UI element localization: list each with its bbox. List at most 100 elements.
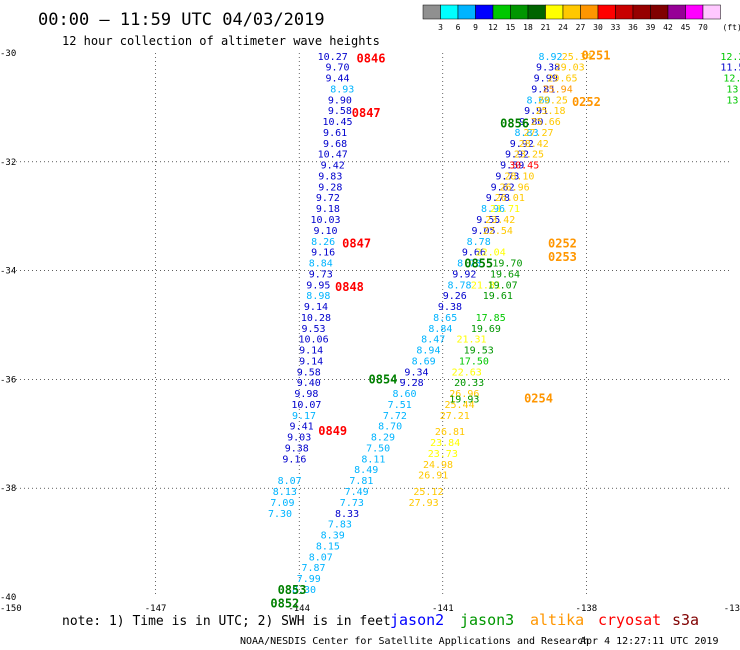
wave-height-value: 27.27 [523, 128, 553, 139]
wave-height-value: 29.03 [555, 63, 585, 74]
pass-time-label: 0856 [500, 117, 529, 131]
wave-height-value: 25.12 [413, 487, 443, 498]
wave-height-value: 9.73 [309, 269, 333, 280]
wave-height-value: 30.45 [509, 161, 539, 172]
wave-height-value: 9.18 [316, 204, 340, 215]
colorbar: 3 6 9 12 15 18 21 24 27 30 33 36 39 42 45 70 (ft) [422, 4, 740, 32]
colorbar-tick-label: 15 [506, 23, 516, 32]
x-tick-label: -144 [288, 604, 310, 614]
pass-time-label: 0254 [524, 391, 553, 405]
wave-height-value: 8.60 [392, 389, 416, 400]
wave-height-value: 9.80 [519, 117, 543, 128]
wave-height-value: 21.31 [456, 335, 486, 346]
wave-height-value: 27.21 [440, 411, 470, 422]
colorbar-unit: (ft) [723, 23, 740, 32]
colorbar-swatch [685, 4, 704, 20]
colorbar-tick-label: 45 [681, 23, 691, 32]
legend-item-s3a: s3a [672, 611, 699, 629]
wave-height-value: 28.10 [504, 171, 534, 182]
wave-height-value: 9.14 [299, 356, 323, 367]
wave-height-value: 22.04 [476, 248, 506, 259]
chart-subtitle: 12 hour collection of altimeter wave hei… [62, 34, 380, 48]
legend-item-altika: altika [530, 611, 584, 629]
colorbar-swatch [440, 4, 459, 20]
wave-height-value: 9.92 [452, 269, 476, 280]
wave-height-value: 8.73 [457, 259, 481, 270]
wave-height-value: 10.06 [299, 335, 329, 346]
colorbar-tick-label: 70 [698, 23, 708, 32]
wave-height-value: 9.14 [299, 346, 323, 357]
wave-height-value: 8.11 [361, 454, 385, 465]
note-text: note: 1) Time is in UTC; 2) SWH is in fe… [62, 614, 391, 629]
colorbar-tick-label: 30 [593, 23, 603, 32]
colorbar-swatch [545, 4, 564, 20]
wave-height-value: 9.72 [316, 193, 340, 204]
wave-height-value: 8.07 [278, 476, 302, 487]
wave-height-value: 9.95 [306, 280, 330, 291]
axis-ticks: -30 -32 -34 -36 -38 -40-150 -147 -144 -141 -138 -1… [0, 49, 740, 614]
pass-time-label: 0252 [572, 95, 601, 109]
x-tick-label: -138 [576, 604, 598, 614]
colorbar-swatch [527, 4, 546, 20]
wave-height-value: 10.07 [291, 400, 321, 411]
wave-height-value: 19.61 [483, 291, 513, 302]
wave-height-value: 9.10 [313, 226, 337, 237]
wave-height-value: 10.47 [318, 150, 348, 161]
colorbar-swatch [650, 4, 669, 20]
wave-height-value: 9.14 [304, 302, 328, 313]
wave-height-value: 7.72 [383, 411, 407, 422]
wave-height-value: 9.16 [311, 248, 335, 259]
wave-height-value: 9.53 [302, 324, 326, 335]
colorbar-swatch [422, 4, 441, 20]
wave-height-value: 9.05 [471, 226, 495, 237]
wave-height-value: 25.94 [543, 84, 573, 95]
pass-time-label: 0854 [369, 372, 398, 386]
wave-height-value: 8.29 [371, 433, 395, 444]
colorbar-swatch [702, 4, 721, 20]
colorbar-tick-label: 12 [488, 23, 498, 32]
wave-height-value: 9.58 [297, 367, 321, 378]
wave-height-value: 29.25 [538, 95, 568, 106]
wave-height-value: 21.71 [490, 204, 520, 215]
pass-time-label: 0852 [270, 597, 299, 611]
wave-height-value: 9.58 [328, 106, 352, 117]
wave-height-value: 25.44 [444, 400, 474, 411]
wave-height-value: 7.73 [340, 498, 364, 509]
wave-height-value: 8.70 [378, 422, 402, 433]
wave-height-value: 25.18 [535, 106, 565, 117]
wave-height-value: 23.25 [514, 150, 544, 161]
colorbar-swatch [667, 4, 686, 20]
legend-item-jason2: jason2 [390, 611, 444, 629]
wave-height-value: 8.96 [481, 204, 505, 215]
wave-height-value: 8.78 [467, 237, 491, 248]
wave-height-value: 9.70 [325, 63, 349, 74]
wave-height-value: 7.51 [388, 400, 412, 411]
x-tick-label: -147 [145, 604, 167, 614]
wave-height-value: 8.30 [292, 585, 316, 596]
y-tick-label: -36 [0, 375, 16, 385]
wave-height-value: 23.73 [428, 449, 458, 460]
wave-height-value: 9.55 [476, 215, 500, 226]
footer-credit: NOAA/NESDIS Center for Satellite Applica… [240, 636, 589, 647]
wave-height-value: 10.28 [301, 313, 331, 324]
wave-height-value: 9.61 [323, 128, 347, 139]
wave-height-value: 22.54 [483, 226, 513, 237]
colorbar-tick-label: 33 [611, 23, 621, 32]
footer-timestamp: Apr 4 12:27:11 UTC 2019 [580, 636, 718, 647]
wave-height-value: 11.5 [720, 63, 740, 74]
y-tick-label: -30 [0, 49, 16, 59]
wave-height-value: 26.81 [435, 427, 465, 438]
pass-time-label: 0847 [352, 106, 381, 120]
wave-height-value: 8.98 [306, 291, 330, 302]
pass-time-label: 0855 [464, 257, 493, 271]
wave-height-value: 7.99 [297, 574, 321, 585]
colorbar-tick-label: 9 [473, 23, 478, 32]
wave-height-value: 13 [726, 84, 738, 95]
colorbar-tick-label: 27 [576, 23, 586, 32]
legend-item-cryosat: cryosat [598, 611, 661, 629]
y-tick-label: -34 [0, 267, 16, 277]
wave-height-value: 9.28 [400, 378, 424, 389]
wave-height-value: 26.01 [495, 193, 525, 204]
wave-height-value: 7.81 [349, 476, 373, 487]
colorbar-swatch [492, 4, 511, 20]
